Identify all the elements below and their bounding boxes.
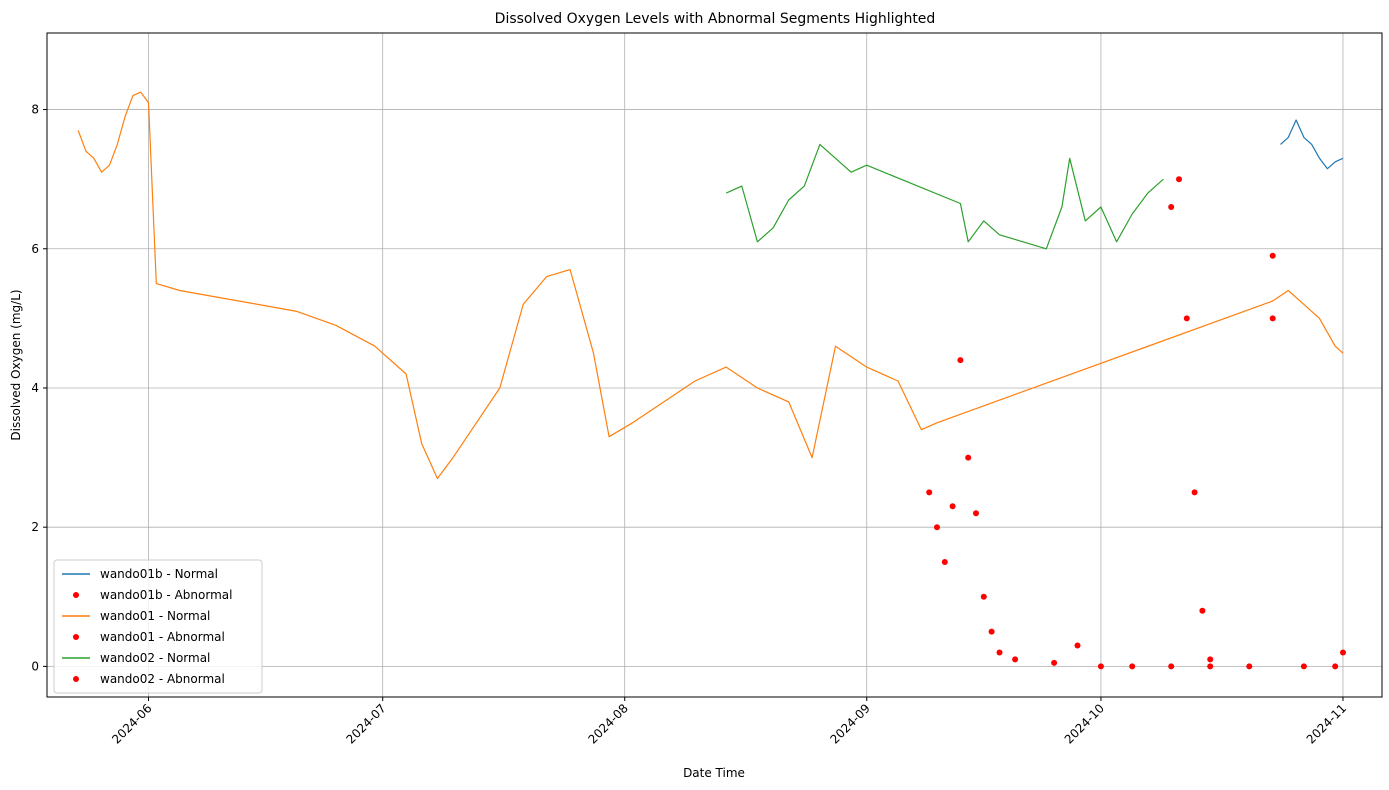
data-point xyxy=(1176,176,1182,183)
data-point xyxy=(941,559,948,565)
x-tick-label: 2024-07 xyxy=(343,701,388,746)
legend-box xyxy=(53,559,263,694)
legend-label: wando01b - Abnormal xyxy=(100,588,232,602)
data-point xyxy=(1207,656,1214,663)
data-point xyxy=(1168,204,1175,210)
x-tick-label: 2024-09 xyxy=(828,701,873,746)
data-point xyxy=(1269,315,1276,322)
data-point xyxy=(1129,663,1136,670)
data-point xyxy=(988,628,995,635)
legend-label: wando02 - Abnormal xyxy=(100,672,225,686)
y-axis-ticks: 0 2 4 6 8 xyxy=(31,103,47,673)
x-tick-label: 2024-10 xyxy=(1062,701,1107,746)
legend-label: wando02 - Normal xyxy=(100,651,210,665)
series-wando01-abnormal xyxy=(926,252,1346,670)
y-tick-label: 6 xyxy=(31,242,39,256)
y-tick-label: 0 xyxy=(31,659,39,673)
data-point xyxy=(1340,649,1346,656)
data-point xyxy=(926,489,933,496)
data-point xyxy=(980,593,987,600)
x-axis-label: Date Time xyxy=(683,766,745,780)
data-point xyxy=(1051,659,1058,666)
data-point xyxy=(1097,663,1104,670)
x-axis-ticks: 2024-06 2024-07 2024-08 2024-09 2024-10 2024-… xyxy=(109,697,1349,747)
series-line xyxy=(1280,119,1344,170)
data-series xyxy=(77,91,1346,670)
data-point xyxy=(1246,663,1253,670)
data-point xyxy=(1199,607,1206,614)
series-wando02-abnormal xyxy=(1168,176,1214,663)
data-point xyxy=(1300,663,1307,670)
y-tick-label: 8 xyxy=(31,103,39,117)
series-wando02-normal xyxy=(725,143,1164,250)
y-tick-label: 2 xyxy=(31,520,39,534)
data-point xyxy=(973,510,979,517)
x-tick-label: 2024-11 xyxy=(1304,701,1349,746)
y-axis-label: Dissolved Oxygen (mg/L) xyxy=(9,289,23,440)
grid-lines xyxy=(47,33,1382,697)
series-wando01b-normal xyxy=(1280,119,1344,170)
series-line xyxy=(77,91,1344,480)
data-point xyxy=(1269,252,1276,259)
legend-dot-swatch xyxy=(73,676,79,682)
legend-dot-swatch xyxy=(73,592,79,598)
chart-title: Dissolved Oxygen Levels with Abnormal Se… xyxy=(495,11,936,27)
data-point xyxy=(1332,663,1339,670)
data-point xyxy=(1183,315,1190,322)
data-point xyxy=(934,524,940,531)
data-point xyxy=(1074,642,1081,649)
legend-label: wando01b - Normal xyxy=(100,567,218,581)
legend-label: wando01 - Abnormal xyxy=(100,630,225,644)
data-point xyxy=(1207,663,1214,670)
x-tick-label: 2024-08 xyxy=(585,701,630,746)
data-point xyxy=(957,357,964,364)
data-point xyxy=(996,649,1003,656)
series-line xyxy=(725,143,1164,250)
legend-label: wando01 - Normal xyxy=(100,609,210,623)
series-wando01-normal xyxy=(77,91,1344,480)
y-tick-label: 4 xyxy=(31,381,39,395)
data-point xyxy=(965,454,972,461)
data-point xyxy=(1012,656,1019,663)
x-tick-label: 2024-06 xyxy=(109,701,154,746)
plot-area-frame xyxy=(46,32,1383,698)
data-point xyxy=(1168,663,1175,670)
legend: wando01b - Normal wando01b - Abnormal wand… xyxy=(53,559,263,694)
legend-dot-swatch xyxy=(73,634,79,640)
data-point xyxy=(949,503,956,510)
data-point xyxy=(1191,489,1198,496)
